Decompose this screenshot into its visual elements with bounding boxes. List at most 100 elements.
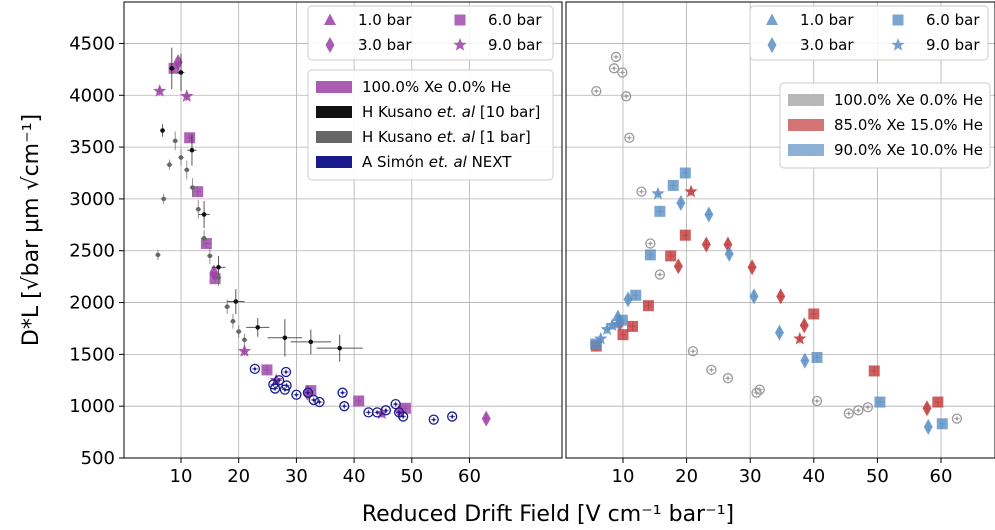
data-point bbox=[173, 54, 183, 71]
legend-marker-star bbox=[453, 38, 467, 51]
data-point-dot bbox=[624, 95, 628, 98]
y-tick-label: 4500 bbox=[69, 33, 115, 54]
data-point bbox=[590, 338, 602, 350]
data-point bbox=[305, 385, 317, 397]
gridlines bbox=[124, 2, 562, 459]
data-point bbox=[201, 235, 207, 241]
data-point-dot bbox=[432, 418, 436, 421]
data-point bbox=[282, 335, 288, 341]
series-blue-diamond bbox=[623, 195, 933, 435]
legend-swatch bbox=[788, 119, 824, 131]
data-point bbox=[273, 375, 285, 386]
series-kusano1-dot bbox=[155, 131, 248, 347]
data-point bbox=[608, 63, 620, 74]
data-point bbox=[684, 184, 698, 198]
data-point bbox=[774, 324, 784, 341]
data-point bbox=[201, 212, 207, 217]
data-point bbox=[654, 269, 666, 280]
data-point bbox=[200, 237, 212, 249]
data-point bbox=[687, 346, 699, 357]
legend-swatch bbox=[788, 94, 824, 106]
data-point bbox=[722, 373, 734, 384]
data-point bbox=[160, 128, 165, 133]
legend-swatch bbox=[316, 81, 352, 93]
marker-legend-box bbox=[749, 5, 989, 61]
color-legend: 100.0% Xe 0.0% He 85.0% Xe 15.0% He 90.0% … bbox=[779, 82, 991, 169]
legend-marker-triangle bbox=[324, 13, 336, 25]
data-point bbox=[704, 206, 714, 223]
x-tick-label: 40 bbox=[802, 466, 825, 487]
legend-label: H Kusano et. al [1 bar] bbox=[362, 128, 531, 146]
data-point-dot bbox=[277, 378, 281, 382]
legend-label: 100.0% Xe 0.0% He bbox=[834, 91, 983, 109]
data-point bbox=[667, 179, 679, 191]
data-point bbox=[269, 383, 281, 394]
y-tick-label: 1000 bbox=[69, 396, 115, 417]
x-tick-label: 50 bbox=[866, 466, 889, 487]
data-point bbox=[230, 318, 236, 324]
data-point bbox=[621, 91, 632, 102]
data-point-dot bbox=[758, 388, 762, 391]
data-point-dot bbox=[312, 398, 316, 402]
legend-swatch bbox=[316, 131, 352, 143]
legend-label: H Kusano et. al [10 bar] bbox=[362, 103, 540, 121]
data-point-dot bbox=[342, 404, 346, 408]
marker-legend: 1.0 bar 6.0 bar 3.0 bar 9.0 bar bbox=[307, 5, 554, 61]
right-panel: 10 20 30 40 50 60 1.0 bar 6.0 bar 3.0 bar 9.0 bar… bbox=[565, 1, 995, 487]
data-point bbox=[600, 322, 614, 336]
x-axis-ticks: 10 20 30 40 50 60 bbox=[612, 458, 952, 487]
x-tick-label: 10 bbox=[612, 466, 635, 487]
data-point bbox=[932, 396, 944, 408]
legend-label: 85.0% Xe 15.0% He bbox=[834, 116, 983, 134]
series-red-diamond bbox=[615, 236, 932, 417]
data-point bbox=[751, 387, 762, 398]
data-point bbox=[610, 317, 624, 330]
data-point bbox=[169, 66, 175, 71]
data-point bbox=[676, 195, 686, 212]
data-point bbox=[853, 405, 864, 416]
data-point bbox=[192, 186, 204, 198]
y-axis-title-text: D*L [√bar μm √cm⁻¹] bbox=[19, 114, 44, 346]
data-point bbox=[189, 147, 195, 153]
legend-label: A Simón et. al NEXT bbox=[362, 153, 512, 171]
data-point-dot bbox=[691, 349, 695, 353]
data-point-dot bbox=[375, 411, 379, 414]
legend-label: 1.0 bar bbox=[800, 11, 854, 29]
data-point bbox=[161, 196, 166, 202]
data-point-dot bbox=[273, 387, 277, 390]
color-legend: 100.0% Xe 0.0% He H Kusano et. al [10 bar… bbox=[307, 69, 554, 181]
marker-legend: 1.0 bar 6.0 bar 3.0 bar 9.0 bar bbox=[749, 5, 989, 61]
data-point bbox=[645, 238, 656, 249]
data-point bbox=[922, 400, 932, 417]
data-point bbox=[936, 418, 948, 430]
data-point bbox=[314, 396, 325, 408]
data-point bbox=[923, 418, 933, 435]
data-point bbox=[155, 252, 161, 258]
data-point bbox=[701, 236, 711, 253]
data-point bbox=[627, 320, 639, 332]
legend-label: 3.0 bar bbox=[358, 36, 412, 54]
data-point-dot bbox=[847, 412, 851, 415]
legend-label: 6.0 bar bbox=[926, 11, 980, 29]
data-point bbox=[642, 300, 654, 312]
legend-swatch bbox=[788, 144, 824, 156]
data-point bbox=[591, 85, 602, 97]
x-tick-label: 40 bbox=[343, 466, 366, 487]
data-point-dot bbox=[621, 71, 624, 74]
data-point bbox=[651, 186, 665, 200]
data-point bbox=[749, 288, 759, 305]
data-point bbox=[605, 318, 619, 332]
data-point-dot bbox=[726, 376, 730, 380]
data-point-dot bbox=[318, 400, 321, 404]
x-tick-label: 30 bbox=[285, 466, 308, 487]
data-point-dot bbox=[955, 417, 959, 420]
data-point bbox=[261, 364, 273, 376]
data-point bbox=[610, 51, 622, 63]
data-point bbox=[776, 288, 786, 305]
data-point bbox=[291, 389, 302, 400]
data-point bbox=[617, 329, 629, 341]
data-point bbox=[623, 291, 633, 308]
data-point bbox=[617, 67, 628, 78]
data-point bbox=[337, 387, 348, 398]
data-point bbox=[644, 249, 656, 261]
